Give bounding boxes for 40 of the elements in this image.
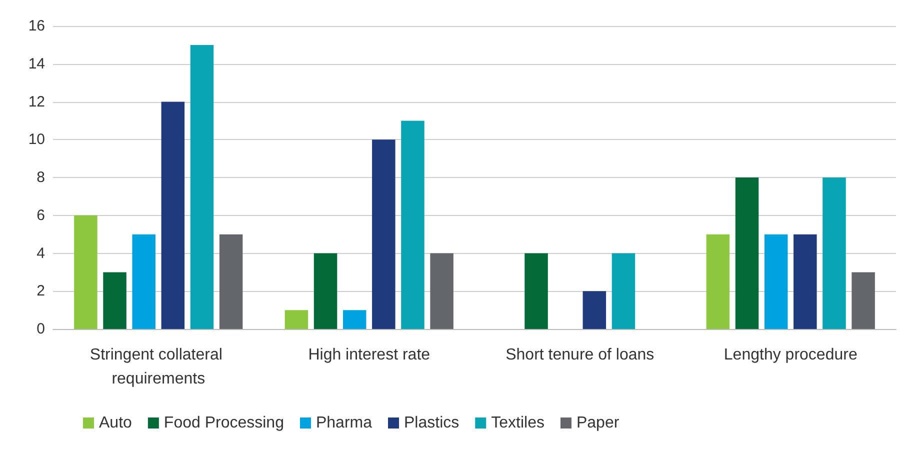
legend-label: Auto — [99, 414, 132, 432]
bar — [103, 272, 126, 329]
bar — [430, 253, 454, 329]
bar — [74, 215, 98, 329]
x-tick-label: Lengthy procedure — [724, 346, 858, 364]
bar — [706, 234, 730, 329]
bar — [284, 310, 308, 329]
bar — [852, 272, 875, 329]
y-tick-label: 16 — [28, 18, 45, 34]
bar — [794, 234, 817, 329]
y-tick-label: 12 — [28, 93, 45, 110]
y-tick-label: 14 — [28, 55, 45, 72]
legend-label: Textiles — [491, 414, 544, 432]
bar — [132, 234, 156, 329]
bar — [314, 253, 338, 329]
x-tick-label: Short tenure of loans — [506, 346, 654, 364]
bar — [764, 234, 788, 329]
y-tick-label: 8 — [36, 169, 45, 186]
x-tick-label: Stringent collateral requirements — [90, 346, 227, 388]
bar — [161, 102, 185, 329]
legend-label: Plastics — [404, 414, 460, 432]
legend-label: Pharma — [316, 414, 372, 432]
bar — [524, 253, 548, 329]
bar — [401, 120, 424, 329]
bar — [372, 140, 396, 329]
bar — [219, 234, 243, 329]
x-tick-label: High interest rate — [308, 346, 430, 364]
bar — [612, 253, 636, 329]
bar — [582, 291, 606, 329]
y-tick-label: 0 — [36, 320, 45, 338]
y-tick-label: 10 — [28, 131, 45, 148]
bar — [342, 310, 366, 329]
y-tick-label: 2 — [36, 282, 45, 300]
y-tick-label: 4 — [36, 244, 45, 262]
bar — [190, 44, 214, 329]
y-tick-label: 6 — [36, 206, 45, 224]
bar — [735, 178, 759, 329]
bar — [822, 178, 846, 329]
legend-label: Food Processing — [164, 414, 284, 432]
legend-label: Paper — [576, 414, 620, 432]
